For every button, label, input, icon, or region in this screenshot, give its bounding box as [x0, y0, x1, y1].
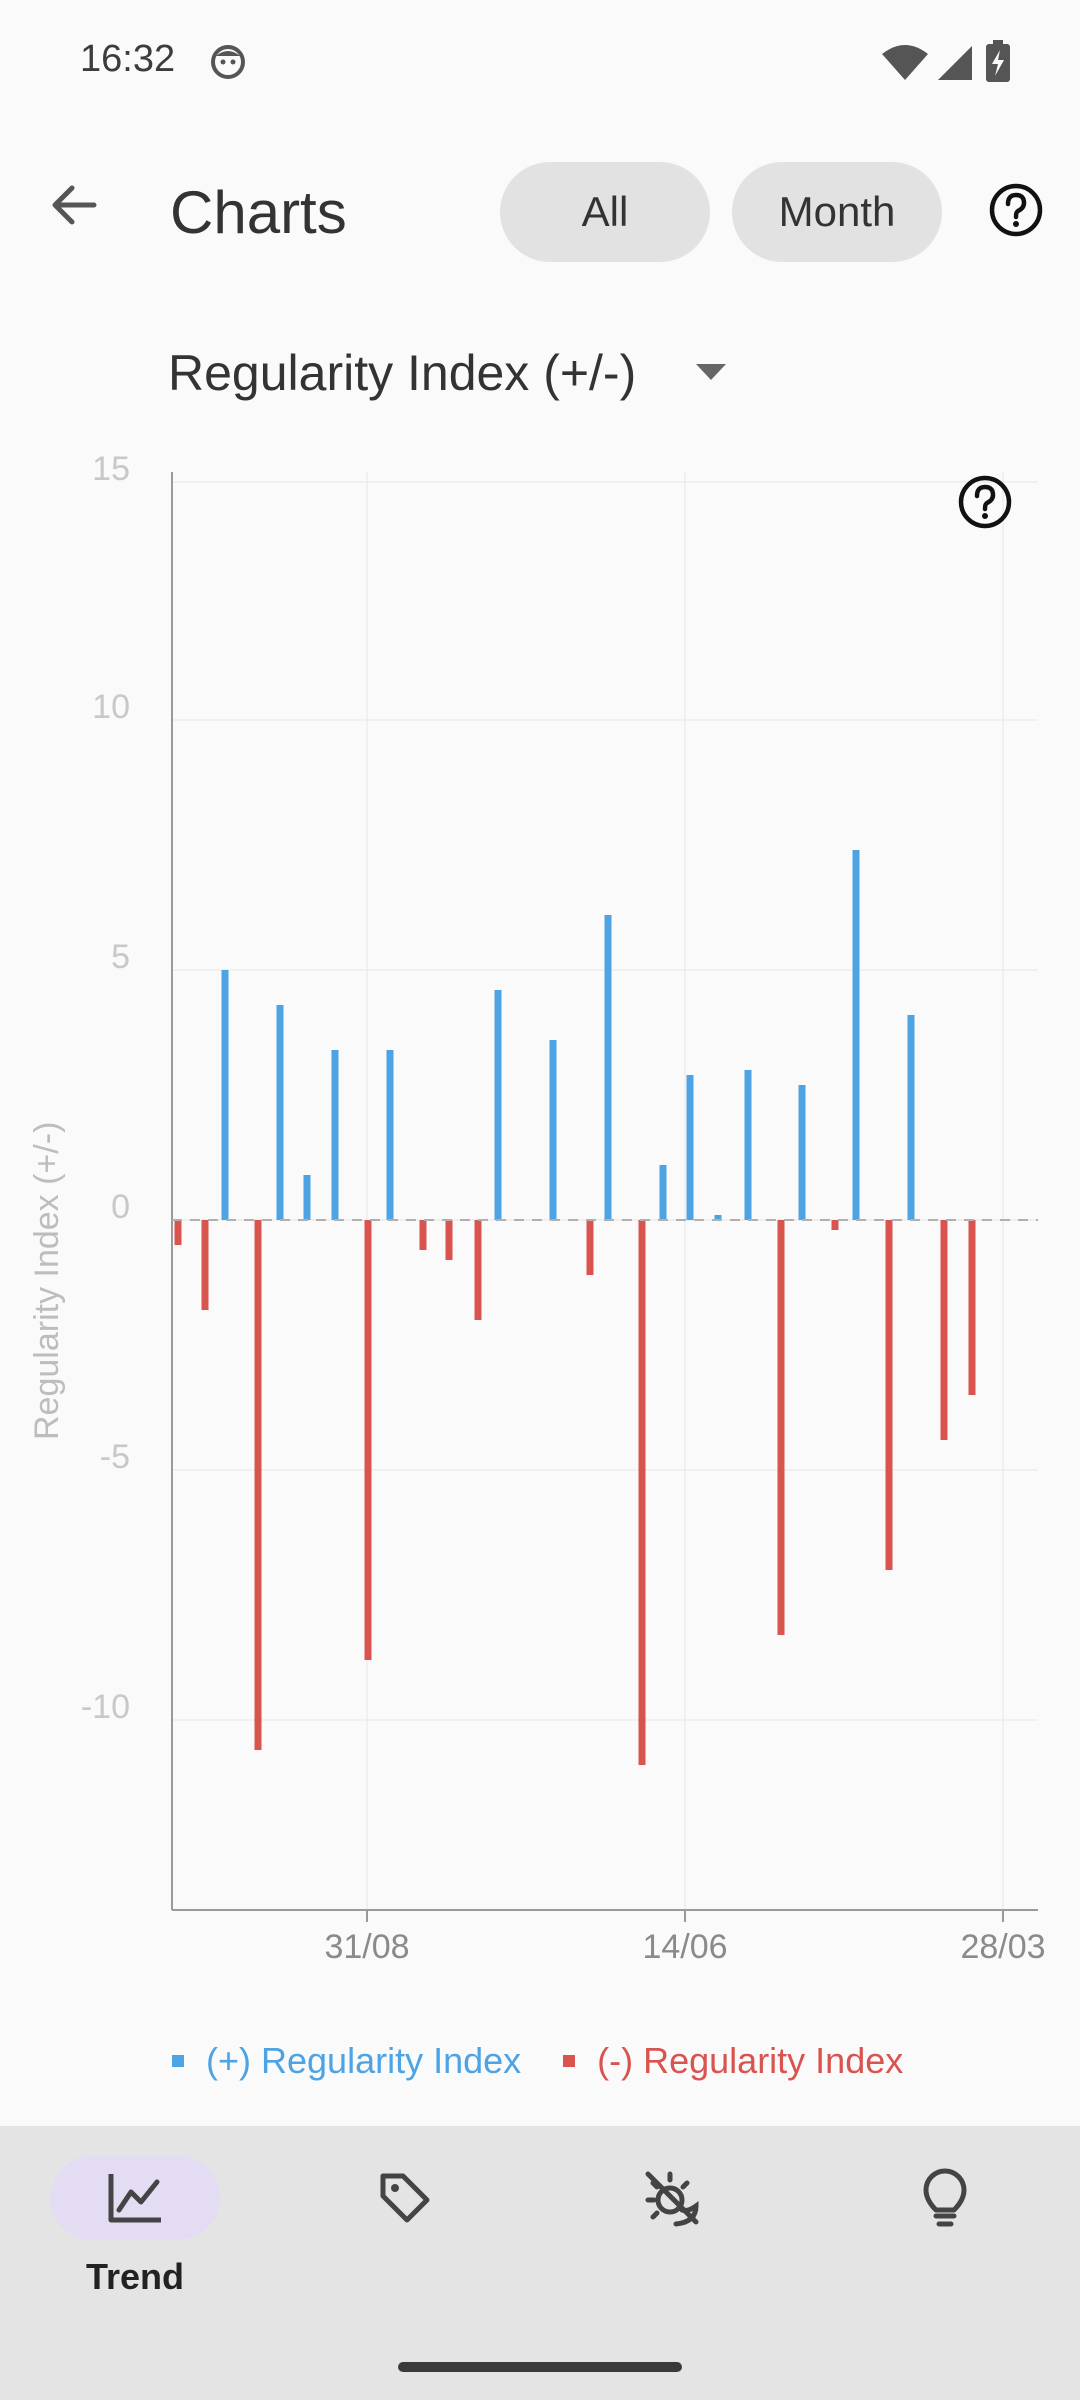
bottom-navigation: Trend: [0, 2126, 1080, 2400]
back-arrow-icon[interactable]: [40, 170, 110, 240]
metric-dropdown-label: Regularity Index (+/-): [168, 345, 637, 401]
chart-labels: 15 10 5 0 -5 -10 31/08 14/06 28/03: [81, 450, 1046, 1966]
bar-negative: [831, 1220, 839, 1230]
chart-help-icon[interactable]: [958, 475, 1012, 529]
filter-month-button[interactable]: Month: [732, 162, 942, 262]
battery-icon: [986, 40, 1010, 82]
no-sun-icon: [645, 2171, 699, 2227]
bar-positive: [659, 1165, 667, 1220]
wifi-icon: [882, 45, 928, 80]
bar-negative: [445, 1220, 453, 1260]
y-tick-label: 5: [111, 938, 130, 976]
bar-positive: [798, 1085, 806, 1220]
bar-positive: [744, 1070, 752, 1220]
y-tick-label: -5: [100, 1438, 130, 1476]
y-tick-label: 0: [111, 1188, 130, 1226]
nav-trend[interactable]: Trend: [35, 2156, 235, 2336]
y-tick-label: 10: [92, 688, 130, 726]
chart-axes: [171, 472, 1038, 1922]
legend-negative-swatch: [563, 2055, 576, 2067]
regularity-chart: 15 10 5 0 -5 -10 31/08 14/06 28/03 Regularity In…: [28, 450, 1046, 1966]
nav-trend-label: Trend: [85, 2256, 184, 2297]
legend-negative: (-) Regularity Index: [563, 2040, 903, 2082]
legend-negative-label: (-) Regularity Index: [597, 2040, 904, 2081]
lightbulb-icon: [923, 2168, 967, 2227]
chart-grid: [172, 472, 1038, 1910]
bar-positive: [303, 1175, 311, 1220]
x-tick-label: 14/06: [642, 1928, 727, 1966]
bar-negative: [254, 1220, 262, 1750]
tag-icon: [380, 2173, 430, 2223]
bar-positive: [686, 1075, 694, 1220]
bar-positive: [221, 970, 229, 1220]
status-icons: [882, 40, 1010, 82]
bar-negative: [777, 1220, 785, 1635]
nav-tags-indicator: [320, 2156, 490, 2240]
bar-negative: [174, 1220, 182, 1245]
y-axis-title: Regularity Index (+/-): [28, 1122, 66, 1440]
y-tick-label: -10: [81, 1688, 130, 1726]
bar-positive: [276, 1005, 284, 1220]
bar-positive: [907, 1015, 915, 1220]
bar-negative: [364, 1220, 372, 1660]
bar-positive: [494, 990, 502, 1220]
chart-bars: [174, 850, 976, 1765]
legend-positive-swatch: [172, 2055, 184, 2067]
x-tick-label: 31/08: [324, 1928, 409, 1966]
y-tick-label: 15: [92, 450, 130, 488]
legend-positive: (+) Regularity Index: [172, 2040, 521, 2082]
filter-all-button[interactable]: All: [500, 162, 710, 262]
bar-negative: [419, 1220, 427, 1250]
bar-negative: [586, 1220, 594, 1275]
bar-positive: [386, 1050, 394, 1220]
nav-conditions-indicator: [587, 2156, 757, 2240]
page-title: Charts: [170, 179, 347, 246]
bar-positive: [714, 1215, 722, 1220]
notification-face-icon: [211, 45, 245, 79]
nav-insights[interactable]: [845, 2156, 1045, 2336]
bar-positive: [604, 915, 612, 1220]
bar-negative: [940, 1220, 948, 1440]
bar-negative: [885, 1220, 893, 1570]
bar-negative: [968, 1220, 976, 1395]
nav-tags[interactable]: [305, 2156, 505, 2336]
bar-positive: [331, 1050, 339, 1220]
signal-icon: [938, 46, 972, 80]
status-time: 16:32: [80, 38, 176, 80]
dropdown-arrow-icon: [696, 364, 727, 380]
bar-negative: [201, 1220, 209, 1310]
legend-positive-label: (+) Regularity Index: [206, 2040, 522, 2081]
bar-positive: [852, 850, 860, 1220]
bar-positive: [549, 1040, 557, 1220]
nav-trend-indicator: [50, 2156, 220, 2240]
trend-chart-icon: [108, 2174, 161, 2223]
bar-negative: [638, 1220, 646, 1765]
home-indicator[interactable]: [398, 2362, 682, 2372]
chart-legend: (+) Regularity Index (-) Regularity Inde…: [172, 2040, 945, 2082]
metric-dropdown[interactable]: Regularity Index (+/-): [168, 338, 727, 408]
x-tick-label: 28/03: [960, 1928, 1045, 1966]
nav-conditions[interactable]: [572, 2156, 772, 2336]
help-icon[interactable]: [988, 182, 1044, 238]
bar-negative: [474, 1220, 482, 1320]
nav-insights-indicator: [860, 2156, 1030, 2240]
